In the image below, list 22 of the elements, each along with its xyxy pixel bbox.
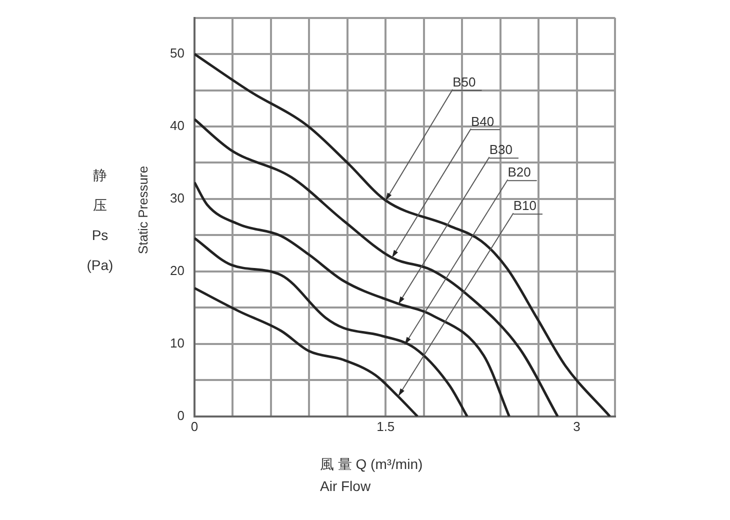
y-tick-label: 10 xyxy=(170,336,184,351)
x-tick-label: 0 xyxy=(190,418,198,434)
annotation: B20 xyxy=(508,164,531,180)
text: Air Flow xyxy=(320,478,371,494)
y-tick-label: 0 xyxy=(177,408,184,423)
x-tick-label: 1.5 xyxy=(376,418,395,434)
line-series xyxy=(194,286,419,416)
x-axis-title: 風 量 Q (m³/min) xyxy=(320,456,423,474)
annotation: B10 xyxy=(513,198,536,214)
y-axis-title: 静压 Ps (Pa) xyxy=(86,166,114,275)
annotation: B40 xyxy=(470,114,494,129)
y-tick-label: 50 xyxy=(170,46,184,61)
line-series xyxy=(194,118,559,416)
annotation: B50 xyxy=(452,74,476,90)
text: Static Pressure xyxy=(136,166,150,254)
y-tick-label: 20 xyxy=(170,263,184,278)
x-tick-label: 3 xyxy=(573,418,580,434)
y-tick-label: 40 xyxy=(170,118,184,134)
annotation: B30 xyxy=(489,142,512,158)
line-series xyxy=(194,236,468,416)
line-series xyxy=(194,52,612,416)
y-tick-label: 30 xyxy=(170,190,184,206)
